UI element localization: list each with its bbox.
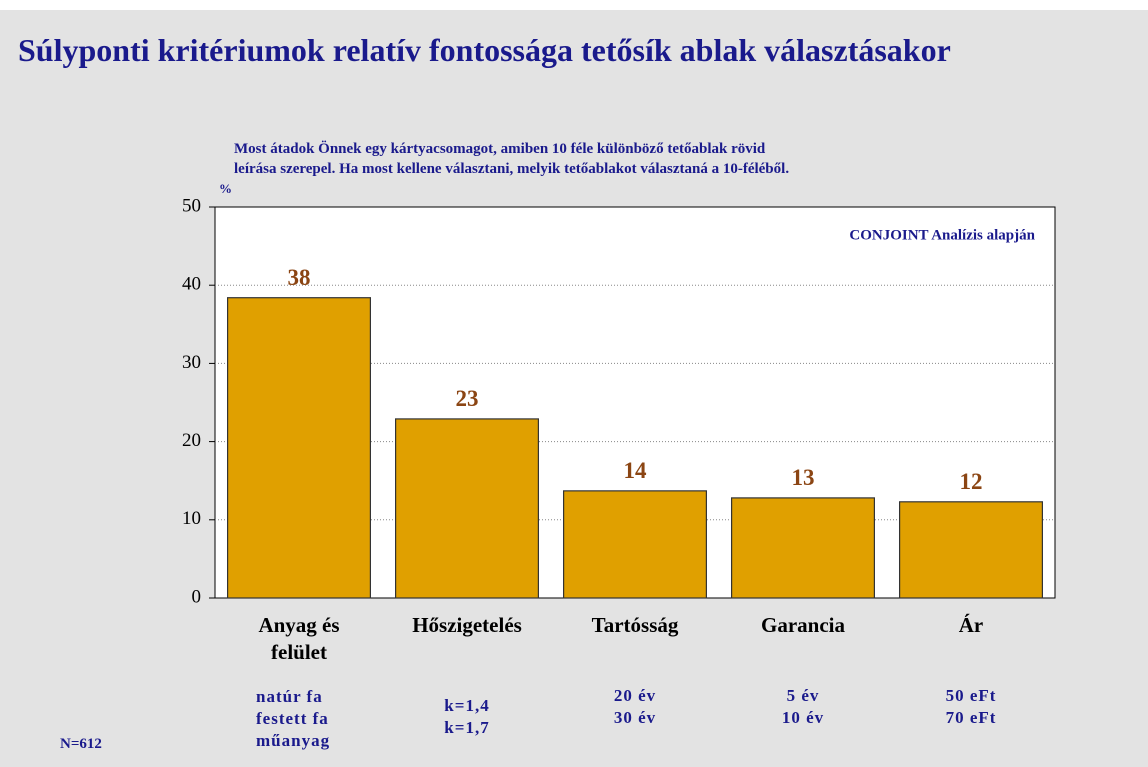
bar [730, 497, 875, 599]
data-label: 13 [792, 465, 815, 490]
subtitle: Most átadok Önnek egy kártyacsomagot, am… [234, 139, 789, 179]
level-label: k=1,4 [444, 696, 490, 715]
subtitle-line: leírása szerepel. Ha most kellene válasz… [234, 161, 790, 177]
level-label: 30 év [613, 708, 657, 727]
level-label: natúr fa [256, 687, 323, 706]
level-label: 5 év [786, 686, 820, 705]
level-label: k=1,7 [444, 718, 490, 737]
x-tick-label: Garancia [761, 613, 845, 637]
x-tick-label: Ár [958, 613, 984, 637]
level-label: 50 eFt [945, 686, 997, 705]
level-label: 10 év [781, 708, 825, 727]
data-label: 12 [960, 469, 983, 494]
top-strip [0, 0, 1148, 10]
data-label: 38 [288, 265, 311, 290]
y-tick-label: 10 [182, 508, 201, 529]
bar [227, 297, 372, 599]
annotation: CONJOINT Analízis alapján [849, 227, 1035, 243]
y-tick-label: 30 [182, 352, 201, 373]
chart-title: Súlyponti kritériumok relatív fontossága… [18, 32, 951, 68]
data-label: 14 [624, 458, 648, 483]
x-tick-label: Anyag és felület [258, 613, 340, 664]
y-tick-label: 0 [192, 586, 202, 607]
level-label: műanyag [256, 731, 331, 750]
y-axis-label: % [219, 181, 232, 196]
y-tick-label: 40 [182, 274, 201, 295]
note: N=612 [60, 736, 102, 752]
bar [562, 490, 707, 599]
x-tick-label: Tartósság [591, 613, 679, 637]
bar [898, 501, 1043, 599]
y-tick-label: 50 [182, 195, 201, 216]
level-label: festett fa [256, 709, 329, 728]
level-label: 70 eFt [945, 708, 997, 727]
data-label: 23 [456, 386, 479, 411]
y-tick-label: 20 [182, 430, 201, 451]
level-label: 20 év [613, 686, 657, 705]
bar [395, 418, 540, 599]
x-tick-label: Hőszigetelés [412, 613, 522, 637]
subtitle-line: Most átadok Önnek egy kártyacsomagot, am… [234, 141, 766, 157]
